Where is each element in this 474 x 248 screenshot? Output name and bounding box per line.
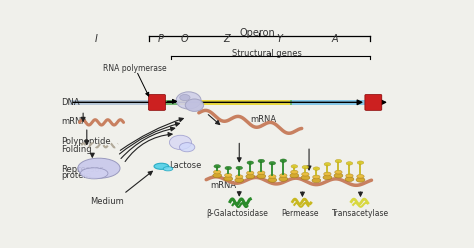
Text: Repressor: Repressor <box>62 165 104 174</box>
Circle shape <box>269 161 275 165</box>
Circle shape <box>235 178 244 183</box>
Text: mRNA: mRNA <box>250 115 276 124</box>
Ellipse shape <box>81 168 108 179</box>
Text: mRNA: mRNA <box>62 117 88 126</box>
Circle shape <box>323 175 332 180</box>
Text: I: I <box>94 34 98 44</box>
Circle shape <box>302 165 309 169</box>
Text: O: O <box>180 34 188 44</box>
Circle shape <box>324 172 331 176</box>
Text: Lactose: Lactose <box>169 161 202 170</box>
Text: Z: Z <box>223 34 230 44</box>
Circle shape <box>312 178 321 183</box>
Circle shape <box>225 166 231 170</box>
Text: P: P <box>157 34 163 44</box>
Ellipse shape <box>78 158 120 178</box>
Circle shape <box>236 175 243 179</box>
Bar <box>290 100 292 105</box>
Ellipse shape <box>163 167 173 171</box>
Text: Transacetylase: Transacetylase <box>332 209 389 218</box>
Circle shape <box>246 171 254 175</box>
Text: Operon: Operon <box>240 28 275 38</box>
Circle shape <box>258 171 265 175</box>
Ellipse shape <box>180 94 190 101</box>
Circle shape <box>345 177 354 182</box>
Bar <box>164 100 171 105</box>
Ellipse shape <box>170 135 191 150</box>
Circle shape <box>247 161 254 164</box>
Circle shape <box>214 165 220 168</box>
Text: Folding: Folding <box>62 145 92 154</box>
Bar <box>292 100 365 105</box>
Text: A: A <box>331 34 338 44</box>
Text: Polypeptide: Polypeptide <box>62 137 111 146</box>
Ellipse shape <box>179 143 195 152</box>
Bar <box>151 100 164 105</box>
Circle shape <box>225 173 232 177</box>
Circle shape <box>257 174 266 179</box>
Text: Structural genes: Structural genes <box>232 49 302 58</box>
Text: Permease: Permease <box>281 209 319 218</box>
Text: DNA: DNA <box>62 98 80 107</box>
Circle shape <box>246 174 255 179</box>
Circle shape <box>346 174 353 178</box>
Circle shape <box>313 167 319 170</box>
Circle shape <box>313 175 320 179</box>
Circle shape <box>356 178 365 182</box>
Circle shape <box>335 159 342 163</box>
Ellipse shape <box>185 99 204 111</box>
FancyBboxPatch shape <box>365 94 382 110</box>
Circle shape <box>280 159 287 162</box>
Circle shape <box>335 170 342 174</box>
Circle shape <box>346 162 353 165</box>
Ellipse shape <box>154 163 169 169</box>
Circle shape <box>357 175 364 178</box>
Circle shape <box>301 175 310 180</box>
Circle shape <box>280 174 287 178</box>
Text: Medium: Medium <box>90 197 124 206</box>
Circle shape <box>279 177 288 181</box>
Circle shape <box>268 178 277 182</box>
Circle shape <box>291 165 298 168</box>
Ellipse shape <box>176 92 201 109</box>
Bar <box>180 100 290 105</box>
Circle shape <box>269 175 276 179</box>
Circle shape <box>213 173 222 178</box>
Text: mRNA: mRNA <box>210 181 236 190</box>
FancyBboxPatch shape <box>148 94 165 110</box>
Bar <box>70 100 151 105</box>
Bar <box>171 100 180 105</box>
Circle shape <box>334 173 343 178</box>
Circle shape <box>258 159 264 163</box>
Circle shape <box>290 173 299 178</box>
Circle shape <box>236 166 243 170</box>
Circle shape <box>301 172 309 176</box>
Text: β-Galactosidase: β-Galactosidase <box>207 209 268 218</box>
Circle shape <box>224 176 233 181</box>
Text: RNA polymerase: RNA polymerase <box>103 64 167 73</box>
Circle shape <box>291 170 298 174</box>
Text: protein: protein <box>62 171 91 180</box>
Text: Y: Y <box>277 34 283 44</box>
Circle shape <box>324 162 331 166</box>
Circle shape <box>213 170 221 174</box>
Circle shape <box>357 161 364 164</box>
